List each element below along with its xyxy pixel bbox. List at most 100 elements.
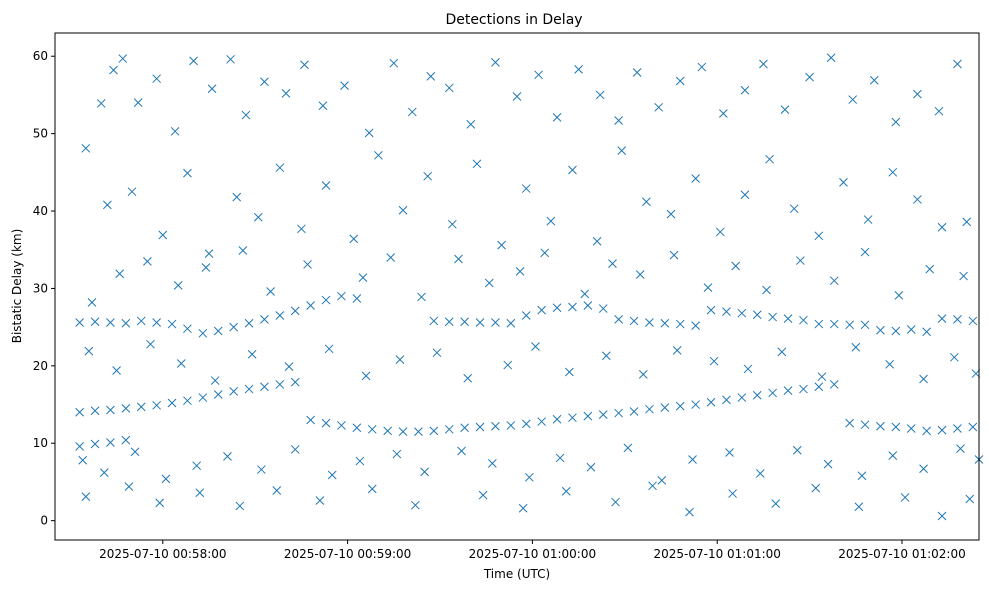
data-point	[783, 386, 793, 395]
data-point	[913, 89, 922, 99]
data-point	[253, 212, 263, 222]
data-point	[306, 301, 315, 310]
data-point	[614, 315, 623, 324]
chart-title: Detections in Delay	[445, 12, 582, 28]
data-point	[484, 278, 494, 288]
data-point	[848, 95, 858, 104]
data-point	[167, 319, 177, 329]
data-point	[106, 318, 115, 327]
data-point	[121, 318, 131, 328]
data-point	[968, 316, 978, 326]
x-tick-label: 2025-07-10 01:01:00	[653, 547, 780, 561]
data-point	[75, 407, 84, 417]
data-point	[771, 499, 781, 508]
data-point	[953, 424, 962, 433]
data-point	[176, 359, 186, 368]
data-point	[740, 190, 750, 200]
data-point	[364, 128, 374, 138]
data-point	[614, 116, 623, 125]
data-point	[796, 256, 805, 265]
data-point	[275, 163, 285, 173]
data-point	[645, 318, 654, 327]
data-point	[688, 455, 697, 464]
data-point	[823, 459, 833, 469]
data-point	[429, 316, 439, 326]
data-point	[521, 184, 531, 193]
data-point	[155, 498, 165, 508]
data-point	[568, 302, 577, 312]
data-point	[922, 327, 931, 337]
data-point	[183, 168, 192, 178]
data-point	[888, 451, 898, 460]
data-point	[87, 298, 97, 307]
data-point	[959, 271, 968, 281]
data-point	[937, 222, 947, 232]
data-point	[515, 267, 525, 276]
data-point	[352, 423, 362, 433]
data-point	[244, 318, 254, 328]
data-point	[170, 126, 180, 136]
data-point	[675, 401, 685, 411]
data-point	[75, 441, 84, 451]
data-point	[260, 382, 269, 392]
data-point	[697, 62, 707, 72]
data-point	[860, 420, 870, 430]
data-point	[324, 344, 334, 354]
data-point	[752, 310, 762, 320]
y-tick-label: 60	[33, 49, 48, 63]
data-point	[759, 59, 768, 69]
data-point	[130, 447, 140, 457]
data-point	[497, 240, 506, 250]
data-point	[395, 355, 405, 365]
data-point	[355, 456, 365, 466]
x-axis-ticks: 2025-07-10 00:58:00 2025-07-10 00:59:00 20…	[99, 540, 966, 561]
data-point	[521, 311, 531, 320]
data-point	[635, 270, 645, 279]
data-point	[207, 84, 217, 94]
data-point	[321, 295, 331, 305]
data-point	[444, 83, 454, 93]
data-point	[90, 317, 100, 327]
data-point	[491, 421, 500, 431]
data-point	[691, 400, 700, 409]
data-point	[925, 264, 935, 274]
data-point	[863, 215, 873, 224]
data-point	[854, 502, 864, 512]
y-axis-ticks: 0 10 20 30 40 50 60	[33, 49, 55, 528]
data-point	[213, 326, 223, 336]
data-point	[238, 246, 248, 255]
data-point	[247, 349, 257, 359]
data-point	[876, 421, 885, 431]
data-point	[257, 465, 266, 474]
data-point	[201, 263, 211, 272]
data-point	[454, 254, 463, 264]
data-point	[860, 247, 870, 257]
data-point	[349, 234, 359, 244]
data-point	[81, 492, 91, 502]
data-point	[574, 65, 583, 74]
data-point	[121, 435, 131, 445]
data-point	[327, 470, 337, 480]
data-point	[374, 150, 383, 160]
data-point	[103, 200, 112, 210]
data-point	[189, 56, 198, 66]
data-point	[463, 373, 473, 383]
data-point	[869, 75, 879, 85]
data-markers	[75, 53, 984, 521]
data-point	[740, 85, 750, 95]
data-point	[691, 321, 700, 330]
data-point	[814, 319, 824, 329]
data-point	[731, 261, 741, 271]
data-point	[552, 113, 562, 122]
data-point	[719, 109, 728, 118]
data-point	[235, 501, 245, 511]
data-point	[968, 422, 978, 432]
data-point	[127, 187, 137, 197]
data-point	[457, 446, 466, 456]
x-tick-label: 2025-07-10 01:00:00	[469, 547, 596, 561]
data-point	[232, 192, 242, 202]
data-point	[192, 461, 202, 471]
data-point	[90, 439, 100, 449]
data-point	[383, 426, 392, 436]
